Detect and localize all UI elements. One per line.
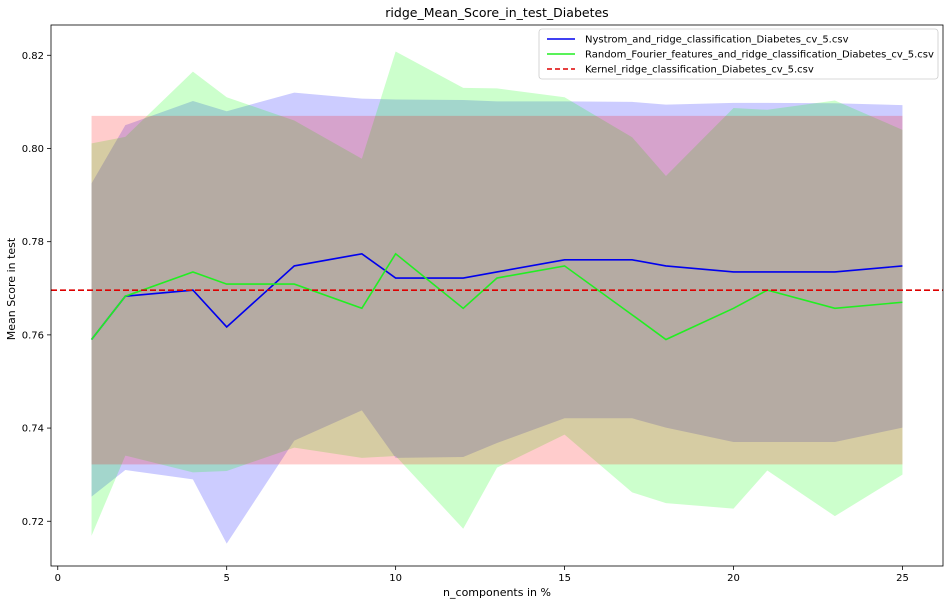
x-axis: 0 5 10 15 20 25 [55,566,909,584]
y-tick-label: 0.76 [22,330,44,341]
y-axis: 0.72 0.74 0.76 0.78 0.80 0.82 [22,51,51,528]
x-tick-label: 15 [558,573,571,584]
legend-label-1: Random_Fourier_features_and_ridge_classi… [585,50,934,61]
band-series-1 [91,51,903,536]
line-series-1 [90,252,903,341]
confidence-bands [91,51,903,544]
y-tick-label: 0.80 [22,144,44,155]
x-tick-label: 25 [896,573,909,584]
y-axis-label: Mean Score in test [5,237,18,340]
legend-label-2: Kernel_ridge_classification_Diabetes_cv_… [585,65,814,76]
y-tick-label: 0.78 [22,237,44,248]
chart-title: ridge_Mean_Score_in_test_Diabetes [385,5,608,20]
x-axis-label: n_components in % [443,586,551,599]
legend-label-0: Nystrom_and_ridge_classification_Diabete… [585,35,849,46]
band-series-0 [91,92,903,544]
x-tick-label: 0 [55,573,61,584]
x-tick-label: 10 [389,573,402,584]
line-series-0 [90,252,903,341]
series-lines [51,252,943,341]
x-tick-label: 5 [224,573,230,584]
legend-box [538,28,939,80]
plot-frame [50,24,944,567]
y-tick-label: 0.72 [22,517,44,528]
y-tick-label: 0.82 [22,51,44,62]
y-tick-label: 0.74 [22,424,44,435]
x-tick-label: 20 [727,573,740,584]
legend: Nystrom_and_ridge_classification_Diabete… [538,28,939,80]
